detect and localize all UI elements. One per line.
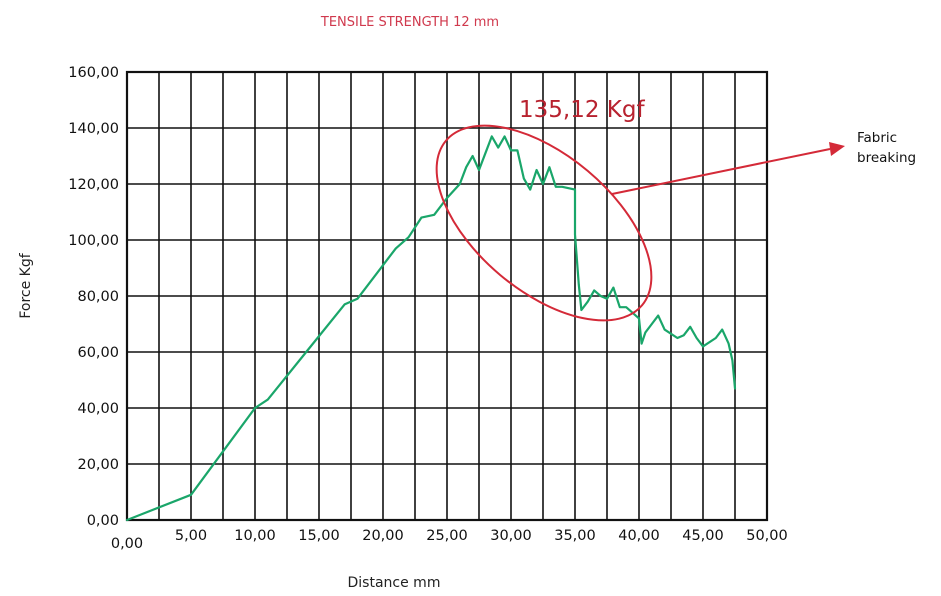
y-axis-label: Force Kgf xyxy=(18,252,34,318)
x-tick-label: 10,00 xyxy=(234,528,276,544)
y-tick-label: 160,00 xyxy=(68,65,119,81)
x-tick-label: 0,00 xyxy=(111,536,143,552)
breaking-region-ellipse xyxy=(435,124,653,322)
x-tick-label: 30,00 xyxy=(490,528,532,544)
y-axis-ticks: 0,00 20,00 40,00 60,00 80,00 100,00 120,00 140,… xyxy=(68,65,119,529)
y-tick-label: 100,00 xyxy=(68,233,119,249)
y-tick-label: 140,00 xyxy=(68,121,119,137)
force-series-line xyxy=(125,135,737,522)
x-tick-label: 20,00 xyxy=(362,528,404,544)
series-layer xyxy=(125,135,737,522)
y-tick-label: 60,00 xyxy=(77,345,119,361)
x-tick-label: 25,00 xyxy=(426,528,468,544)
x-tick-label: 15,00 xyxy=(298,528,340,544)
x-tick-label: 45,00 xyxy=(682,528,724,544)
y-tick-label: 0,00 xyxy=(87,513,119,529)
breaking-arrow-head xyxy=(829,142,845,156)
breaking-label-line2: breaking xyxy=(857,150,916,166)
x-axis-ticks: 0,00 5,00 10,00 15,00 20,00 25,00 30,00 35,00 40… xyxy=(111,528,788,552)
x-tick-label: 40,00 xyxy=(618,528,660,544)
x-axis-label: Distance mm xyxy=(348,575,441,591)
y-tick-label: 40,00 xyxy=(77,401,119,417)
y-tick-label: 120,00 xyxy=(68,177,119,193)
plot-frame xyxy=(125,70,769,522)
breaking-arrow-line xyxy=(611,148,831,195)
annotation-layer: 135,12 Kgf Fabric breaking xyxy=(435,97,916,322)
plot-border xyxy=(125,70,769,522)
y-tick-label: 20,00 xyxy=(77,457,119,473)
x-tick-label: 35,00 xyxy=(554,528,596,544)
breaking-label-line1: Fabric xyxy=(857,130,897,146)
chart-title: TENSILE STRENGTH 12 mm xyxy=(320,15,499,30)
x-tick-label: 50,00 xyxy=(746,528,788,544)
x-tick-label: 5,00 xyxy=(175,528,207,544)
peak-value-label: 135,12 Kgf xyxy=(519,97,645,123)
y-tick-label: 80,00 xyxy=(77,289,119,305)
